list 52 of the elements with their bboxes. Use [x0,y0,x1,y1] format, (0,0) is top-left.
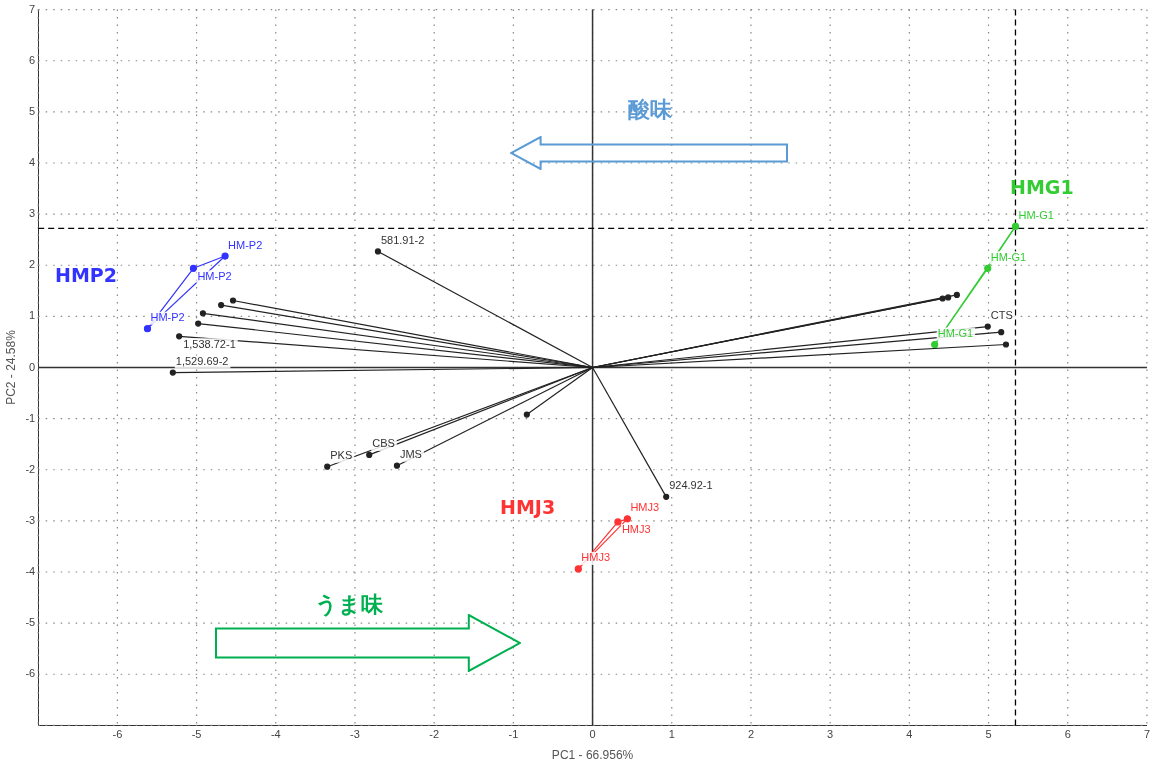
annotation: HMJ3 [500,496,556,518]
x-tick-label: 3 [827,728,834,741]
annotation: HMG1 [1010,176,1074,198]
x-axis-title: PC1 - 66.956% [551,748,634,763]
y-tick-label: 3 [29,207,36,220]
annotation: HMP2 [55,264,117,286]
annotation: HMJ3 [630,501,660,514]
x-tick-label: 7 [1143,728,1150,741]
annotation: HM-P2 [197,269,232,282]
annotation: うま味 [315,591,383,619]
y-tick-label: 1 [29,309,36,322]
y-tick-label: 2 [29,258,36,271]
annotation: HMJ3 [581,551,611,564]
annotation: HM-G1 [1018,208,1054,221]
annotation: 924.92-1 [669,479,713,492]
annotation: JMS [399,448,422,461]
y-axis-title: PC2 - 24.58% [3,329,18,405]
y-tick-label: -2 [25,462,36,475]
x-tick-label: 1 [668,728,675,741]
annotation: HM-P2 [150,311,185,324]
x-tick-label: -5 [191,728,202,741]
y-tick-label: -5 [25,616,36,629]
x-tick-label: 2 [747,728,755,741]
x-tick-label: -2 [429,728,440,741]
x-tick-label: 6 [1064,728,1071,741]
x-tick-label: -3 [350,728,360,741]
annotation: HM-P2 [228,238,263,251]
annotation: HMJ3 [621,523,651,536]
y-tick-label: 0 [29,360,36,373]
x-tick-label: -4 [270,728,281,741]
x-tick-label: -1 [508,728,519,741]
x-tick-label: 0 [589,728,596,741]
y-tick-label: -1 [25,411,36,424]
x-tick-label: 4 [906,728,913,741]
y-tick-label: -6 [25,667,36,680]
annotation: CBS [372,437,395,450]
y-tick-label: 7 [29,2,36,15]
annotation: 581.91-2 [380,233,425,246]
annotation: CTS [990,309,1013,322]
annotation: 1,538.72-1 [183,337,236,350]
annotation: 1,529.69-2 [175,355,229,368]
y-tick-label: -4 [25,565,36,578]
annotation: 酸味 [628,96,672,124]
y-tick-label: 4 [29,156,36,169]
y-tick-label: 5 [29,104,36,117]
annotation: PKS [330,449,353,462]
x-tick-label: 5 [985,728,992,741]
x-tick-label: -6 [112,728,123,741]
y-tick-label: 6 [29,53,36,66]
annotation: HM-G1 [990,250,1027,263]
annotation: HM-G1 [937,327,974,340]
y-tick-label: -3 [25,513,36,526]
